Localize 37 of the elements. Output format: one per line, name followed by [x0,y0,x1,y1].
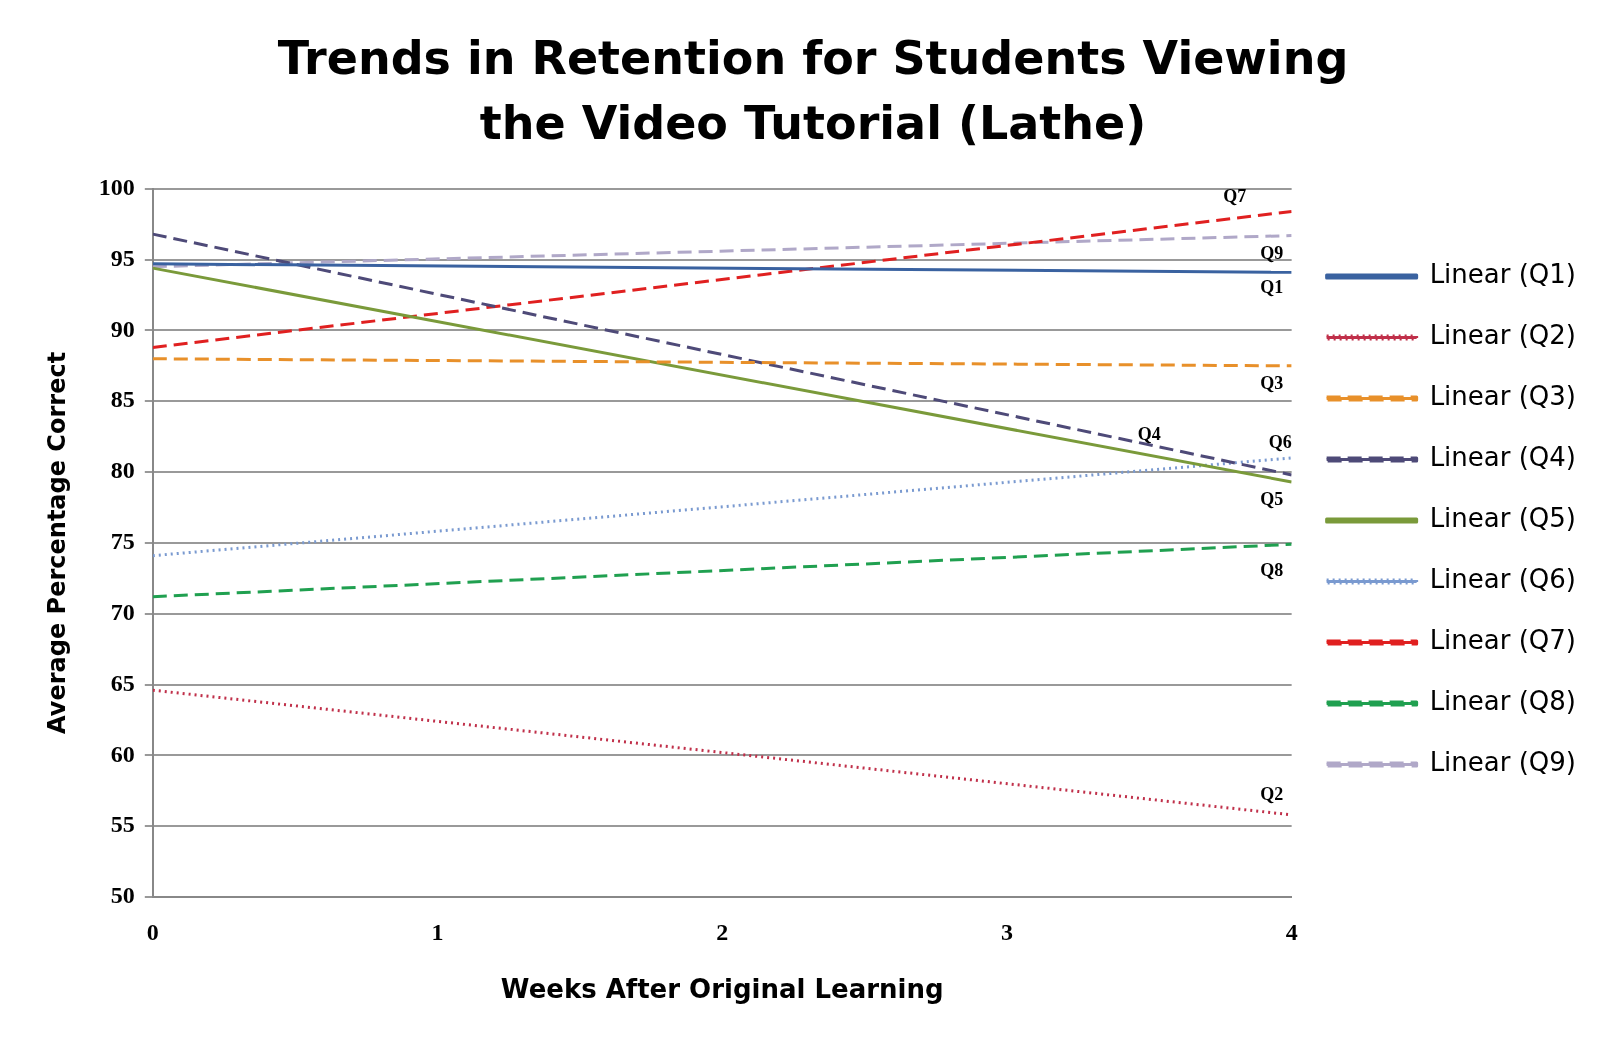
legend-label: Linear (Q1) [1429,259,1577,290]
y-tick-label: 50 [110,882,135,909]
annotation: Q1 [1260,276,1284,297]
annotation: Q9 [1260,242,1284,263]
y-tick-label: 100 [98,174,135,200]
x-tick-label: 1 [431,918,444,945]
annotation: Q3 [1260,372,1284,393]
x-tick-label: 3 [1000,918,1013,945]
legend-label: Linear (Q7) [1429,625,1577,656]
y-tick-label: 95 [110,244,135,271]
y-tick-label: 90 [110,315,135,342]
legend-label: Linear (Q8) [1429,686,1577,717]
annotation: Q7 [1223,185,1247,206]
y-tick-label: 75 [110,528,135,555]
annotation: Q4 [1137,423,1161,444]
x-tick-label: 0 [146,918,159,945]
annotation: Q2 [1260,783,1284,804]
y-tick-label: 80 [110,457,135,484]
annotation: Q5 [1260,489,1284,510]
legend-label: Linear (Q3) [1429,381,1577,412]
y-tick-label: 65 [110,669,135,696]
x-axis-title: Weeks After Original Learning [500,974,944,1005]
y-tick-label: 55 [110,811,135,838]
y-tick-label: 70 [110,598,135,625]
y-tick-label: 85 [110,386,135,413]
x-tick-label: 4 [1285,918,1298,945]
annotation: Q8 [1260,559,1284,580]
chart-title: Trends in Retention for Students Viewing the Video Tutorial (Lathe) [277,31,1349,150]
y-tick-label: 60 [110,740,135,767]
legend-label: Linear (Q6) [1429,564,1577,595]
x-tick-label: 2 [716,918,729,945]
legend-label: Linear (Q4) [1429,442,1577,473]
y-axis-title: Average Percentage Correct [42,351,71,734]
legend-label: Linear (Q2) [1429,320,1577,351]
annotation: Q6 [1268,432,1292,453]
legend-label: Linear (Q5) [1429,503,1577,534]
legend-label: Linear (Q9) [1429,747,1577,778]
